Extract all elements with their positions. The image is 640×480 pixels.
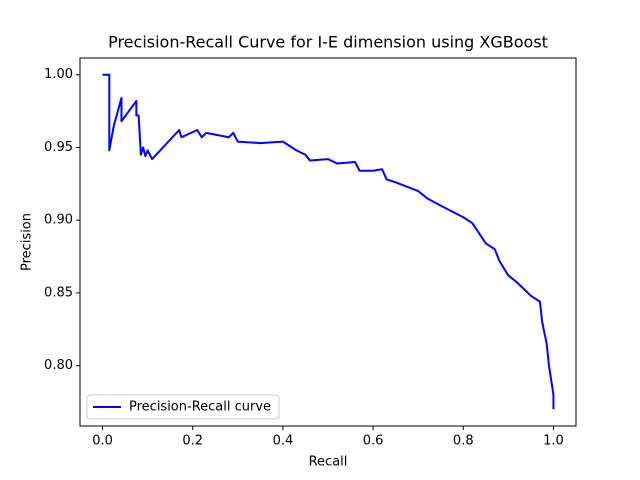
x-axis-label: Recall — [309, 455, 348, 470]
x-tick-label: 0.0 — [92, 434, 113, 449]
x-tick-label: 0.4 — [273, 434, 294, 449]
y-tick-label: 0.90 — [44, 213, 73, 228]
chart-title: Precision-Recall Curve for I-E dimension… — [108, 33, 548, 52]
line-series — [102, 73, 555, 410]
legend — [86, 394, 280, 420]
x-tick-label: 0.8 — [453, 434, 474, 449]
x-tick-label: 1.0 — [543, 434, 564, 449]
y-tick-label: 0.95 — [44, 140, 73, 155]
y-tick-label: 0.80 — [44, 358, 73, 373]
y-tick-label: 0.85 — [44, 285, 73, 300]
y-axis-label: Precision — [20, 213, 35, 271]
legend-label: Precision-Recall curve — [129, 400, 271, 415]
x-tick-label: 0.2 — [182, 434, 203, 449]
y-tick-label: 1.00 — [44, 67, 73, 82]
x-tick-label: 0.6 — [363, 434, 384, 449]
plot-frame — [79, 57, 577, 427]
